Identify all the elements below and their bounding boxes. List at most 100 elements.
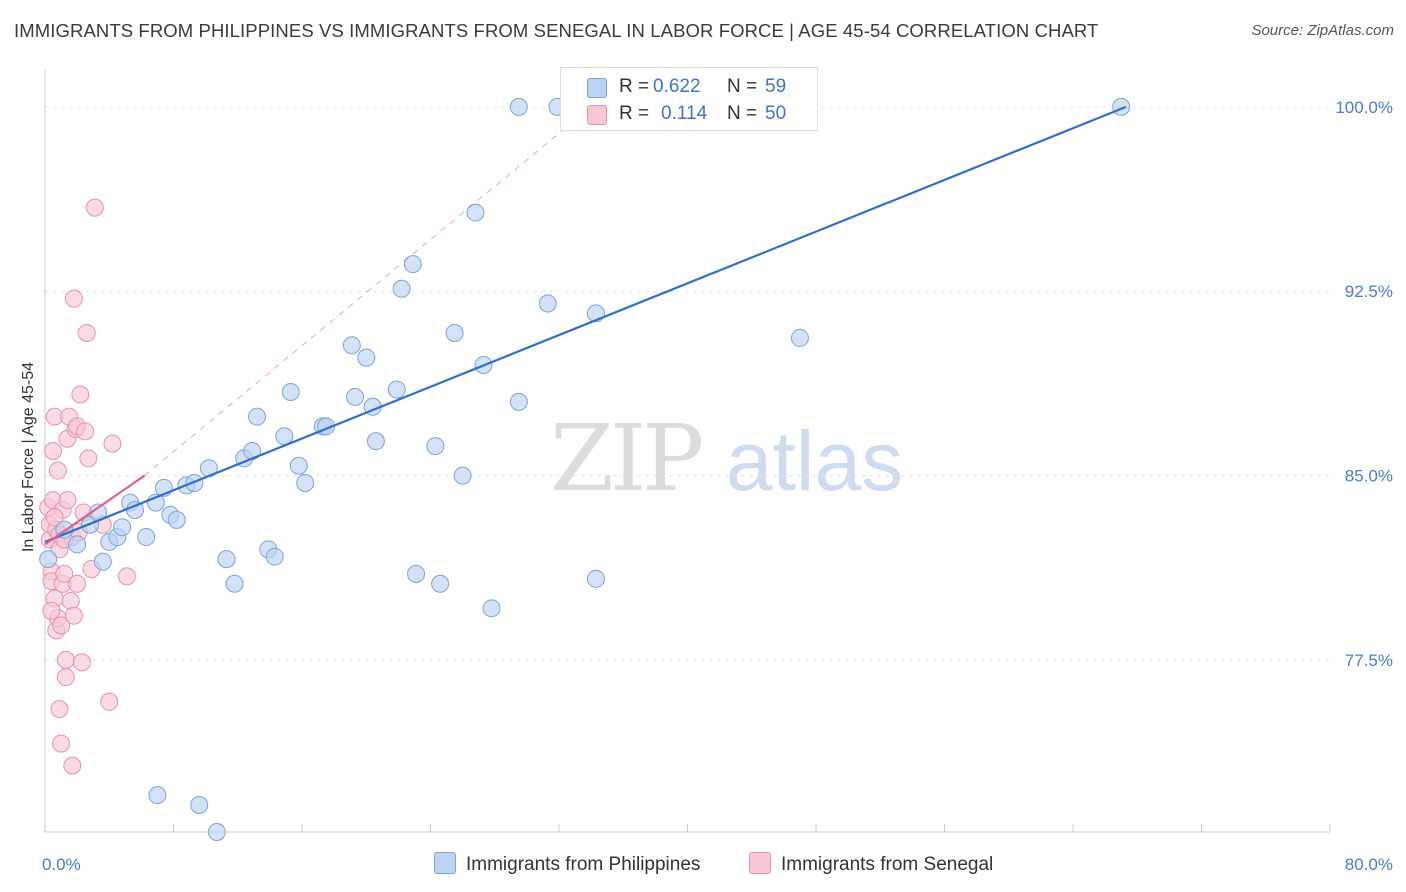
senegal-point xyxy=(52,734,71,753)
senegal-point xyxy=(79,449,98,468)
philippines-point xyxy=(217,550,236,569)
philippines-point xyxy=(392,279,411,298)
legend-row-senegal: R = 0.114 N = 50 xyxy=(561,101,817,127)
y-tick-label: 85.0% xyxy=(1345,467,1393,486)
x-tick-label-max: 80.0% xyxy=(1345,855,1393,874)
y-tick-label: 92.5% xyxy=(1345,282,1393,301)
senegal-point xyxy=(42,601,61,620)
watermark-zip: ZIP xyxy=(550,405,704,512)
legend-n-value: 50 xyxy=(765,103,787,124)
senegal-point xyxy=(77,324,96,343)
axis-layer xyxy=(44,70,1331,833)
senegal-point xyxy=(100,692,119,711)
senegal-point xyxy=(50,700,69,719)
bottom-legend-label: Immigrants from Senegal xyxy=(781,854,994,875)
senegal-point xyxy=(64,289,83,308)
philippines-point xyxy=(466,203,485,222)
senegal-point xyxy=(85,198,104,217)
senegal-point xyxy=(117,567,136,586)
senegal-point xyxy=(55,564,74,583)
philippines-point xyxy=(248,407,267,426)
stats-legend: R = 0.622 N = 59 R = 0.114 N = 50 xyxy=(560,67,818,131)
philippines-point xyxy=(113,518,132,537)
y-axis-title: In Labor Force | Age 45-54 xyxy=(20,362,37,552)
senegal-point xyxy=(56,650,75,669)
senegal-point xyxy=(44,442,63,460)
philippines-point xyxy=(431,574,450,593)
senegal-point xyxy=(64,606,83,625)
senegal-point xyxy=(56,668,75,687)
philippines-point xyxy=(403,255,422,274)
philippines-point xyxy=(586,569,605,588)
philippines-point xyxy=(509,97,528,116)
legend-row-philippines: R = 0.622 N = 59 xyxy=(561,74,817,100)
legend-r-label: R = xyxy=(619,103,650,124)
philippines-point xyxy=(93,552,112,571)
philippines-point xyxy=(68,535,87,554)
watermark: ZIP atlas xyxy=(550,405,903,512)
philippines-point xyxy=(790,328,809,347)
philippines-point xyxy=(426,437,445,456)
senegal-point xyxy=(72,653,91,672)
legend-n-label: N = xyxy=(727,76,758,97)
philippines-points xyxy=(39,97,1131,841)
y-tick-label: 77.5% xyxy=(1345,651,1393,670)
philippines-point xyxy=(342,336,361,355)
senegal-point xyxy=(76,422,95,441)
senegal-point xyxy=(52,616,71,635)
legend-swatch-pink xyxy=(587,105,607,125)
x-tick-label-min: 0.0% xyxy=(42,855,81,874)
label-layer: 77.5% 85.0% 92.5% 100.0% 0.0% 80.0% In Labor F… xyxy=(20,98,1393,874)
senegal-point xyxy=(103,434,122,453)
philippines-point xyxy=(357,348,376,367)
source-credit: Source: ZipAtlas.com xyxy=(1251,22,1394,39)
legend-n-value: 59 xyxy=(765,76,787,97)
senegal-trend-line xyxy=(44,474,146,546)
philippines-point xyxy=(407,564,426,583)
philippines-point xyxy=(1112,97,1131,116)
senegal-point xyxy=(63,756,82,775)
senegal-trend-extension xyxy=(144,106,592,476)
senegal-point xyxy=(61,591,80,610)
senegal-point xyxy=(71,385,90,404)
philippines-point xyxy=(207,823,226,841)
philippines-point xyxy=(167,510,186,529)
senegal-point xyxy=(45,508,64,527)
chart-title: IMMIGRANTS FROM PHILIPPINES VS IMMIGRANT… xyxy=(14,20,1099,41)
legend-r-value: 0.622 xyxy=(653,76,701,97)
bottom-legend-philippines: Immigrants from Philippines xyxy=(434,852,700,876)
bottom-legend-swatch-blue xyxy=(434,852,456,874)
philippines-point xyxy=(296,473,315,492)
trend-layer xyxy=(44,105,1127,546)
philippines-point xyxy=(366,432,385,451)
bottom-legend-label: Immigrants from Philippines xyxy=(466,854,701,875)
philippines-point xyxy=(281,383,300,402)
philippines-point xyxy=(445,324,464,343)
philippines-point xyxy=(453,466,472,485)
legend-swatch-blue xyxy=(587,78,607,98)
philippines-point xyxy=(387,380,406,399)
philippines-point xyxy=(538,294,557,313)
philippines-point xyxy=(39,550,58,569)
philippines-point xyxy=(265,547,284,566)
philippines-point xyxy=(509,392,528,411)
legend-n-label: N = xyxy=(727,103,758,124)
y-tick-label: 100.0% xyxy=(1335,98,1393,117)
senegal-point xyxy=(68,574,87,593)
philippines-point xyxy=(346,387,365,406)
bottom-legend-swatch-pink xyxy=(749,852,771,874)
philippines-point xyxy=(482,599,501,618)
philippines-point xyxy=(190,795,209,814)
legend-r-label: R = xyxy=(619,76,650,97)
philippines-trend-line xyxy=(44,105,1127,543)
philippines-point xyxy=(137,528,156,547)
watermark-atlas: atlas xyxy=(725,414,904,508)
bottom-legend-senegal: Immigrants from Senegal xyxy=(749,852,993,876)
senegal-points xyxy=(39,198,136,775)
senegal-point xyxy=(48,461,67,480)
philippines-point xyxy=(289,456,308,475)
philippines-point xyxy=(148,786,167,805)
legend-r-value: 0.114 xyxy=(661,103,708,124)
senegal-point xyxy=(58,491,77,510)
